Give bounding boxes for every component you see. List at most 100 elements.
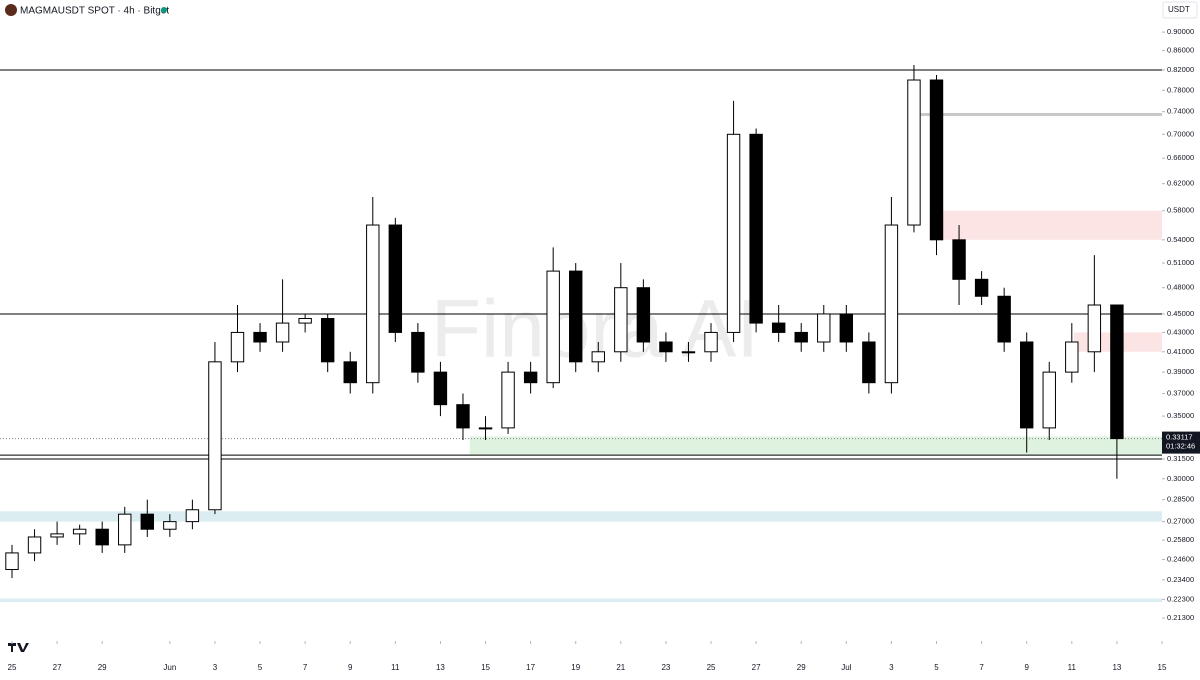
x-tick-label: Jul xyxy=(841,663,851,672)
candle-body xyxy=(862,341,876,384)
candle-body xyxy=(1020,341,1034,429)
candle-body xyxy=(636,287,651,343)
candle-body xyxy=(681,351,696,354)
y-tick-label: 0.70000 xyxy=(1167,129,1194,138)
candle-body xyxy=(275,322,290,343)
candle-body xyxy=(501,371,515,429)
zone xyxy=(0,511,1162,522)
y-tick-label: 0.21300 xyxy=(1167,613,1194,622)
x-tick-label: 29 xyxy=(98,663,107,672)
candle-body xyxy=(1042,371,1056,429)
candle-body xyxy=(50,533,64,538)
x-tick-label: 15 xyxy=(481,663,490,672)
candle-body xyxy=(839,313,854,343)
candle-body xyxy=(298,317,312,324)
y-tick-label: 0.90000 xyxy=(1167,27,1194,36)
currency: USDT xyxy=(1168,5,1190,14)
y-tick-label: 0.30000 xyxy=(1167,474,1194,483)
candle-body xyxy=(1110,304,1124,440)
candle-body xyxy=(208,361,222,511)
y-tick-label: 0.66000 xyxy=(1167,153,1194,162)
candle-body xyxy=(366,224,380,384)
symbol-logo xyxy=(5,4,17,16)
y-tick-label: 0.25800 xyxy=(1167,535,1194,544)
candle-body xyxy=(659,341,673,353)
x-tick-label: 13 xyxy=(1112,663,1121,672)
candle-body xyxy=(817,313,831,343)
x-tick-label: 23 xyxy=(661,663,670,672)
y-tick-label: 0.86000 xyxy=(1167,46,1194,55)
candle-body xyxy=(5,552,19,571)
x-tick-label: 21 xyxy=(616,663,625,672)
symbol-title[interactable]: MAGMAUSDT SPOT · 4h · Bitget xyxy=(20,6,169,17)
x-tick-label: 9 xyxy=(348,663,353,672)
candle-body xyxy=(118,513,132,546)
candle-body xyxy=(929,79,944,241)
countdown: 01:32:46 xyxy=(1166,442,1195,451)
x-tick-label: 25 xyxy=(8,663,17,672)
y-tick-label: 0.22300 xyxy=(1167,594,1194,603)
candle-body xyxy=(704,331,718,353)
candle-body xyxy=(388,224,403,333)
x-tick-label: 19 xyxy=(571,663,580,672)
candle-body xyxy=(140,513,154,530)
tv-logo xyxy=(8,643,29,652)
price-axis xyxy=(1162,0,1200,675)
candle-body xyxy=(952,239,966,280)
y-tick-label: 0.39000 xyxy=(1167,367,1194,376)
candle-body xyxy=(27,536,42,554)
x-tick-label: 11 xyxy=(1068,663,1077,672)
y-tick-label: 0.54000 xyxy=(1167,235,1194,244)
candle-body xyxy=(749,133,763,324)
y-tick-label: 0.48000 xyxy=(1167,283,1194,292)
candle-body xyxy=(523,371,538,384)
x-tick-label: 3 xyxy=(213,663,218,672)
candle-body xyxy=(185,509,200,523)
candle-body xyxy=(478,427,493,430)
zone xyxy=(0,598,1162,603)
x-tick-label: 25 xyxy=(707,663,716,672)
candle-body xyxy=(907,79,921,226)
candle-body xyxy=(997,295,1011,343)
y-tick-label: 0.58000 xyxy=(1167,206,1194,215)
x-tick-label: 13 xyxy=(436,663,445,672)
market-status xyxy=(161,7,167,13)
candle-body xyxy=(569,270,583,363)
x-tick-label: 3 xyxy=(889,663,894,672)
y-tick-label: 0.41000 xyxy=(1167,347,1194,356)
x-tick-label: 11 xyxy=(391,663,400,672)
candle-body xyxy=(163,521,177,530)
x-tick-label: Jun xyxy=(163,663,176,672)
candle-body xyxy=(433,371,448,406)
candle-body xyxy=(614,287,628,353)
price-badge xyxy=(1162,431,1200,454)
x-tick-label: 15 xyxy=(1158,663,1167,672)
x-tick-label: 5 xyxy=(258,663,263,672)
y-tick-label: 0.62000 xyxy=(1167,179,1194,188)
candle-body xyxy=(95,528,109,546)
price-label: 0.33117 xyxy=(1166,433,1193,442)
x-tick-label: 9 xyxy=(1024,663,1029,672)
y-tick-label: 0.35000 xyxy=(1167,411,1194,420)
candle-body xyxy=(411,331,425,373)
candle-body xyxy=(230,331,245,363)
x-tick-label: 27 xyxy=(752,663,761,672)
y-tick-label: 0.43000 xyxy=(1167,327,1194,336)
y-tick-label: 0.74000 xyxy=(1167,107,1194,116)
y-tick-label: 0.45000 xyxy=(1167,309,1194,318)
x-tick-label: 17 xyxy=(526,663,535,672)
candle-body xyxy=(320,317,335,363)
candle-body xyxy=(884,224,899,384)
candle-body xyxy=(456,404,470,429)
currency-box[interactable] xyxy=(1162,1,1198,19)
x-tick-label: 27 xyxy=(53,663,62,672)
y-tick-label: 0.37000 xyxy=(1167,389,1194,398)
y-tick-label: 0.27000 xyxy=(1167,517,1194,526)
candle-body xyxy=(343,361,357,384)
candle-body xyxy=(771,322,786,333)
x-tick-label: 7 xyxy=(979,663,984,672)
zone xyxy=(934,210,1162,240)
y-tick-label: 0.51000 xyxy=(1167,258,1194,267)
y-tick-label: 0.78000 xyxy=(1167,85,1194,94)
